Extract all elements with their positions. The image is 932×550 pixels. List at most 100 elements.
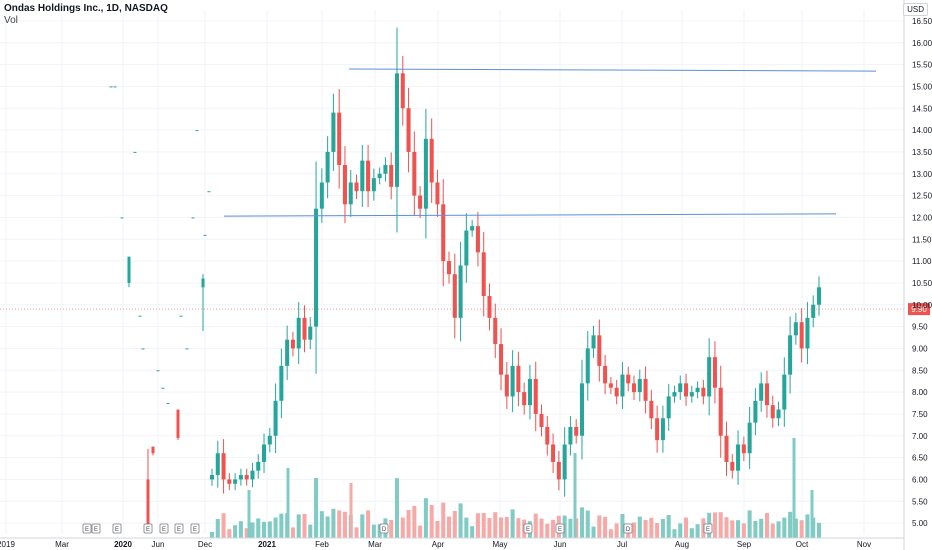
volume-bar [591,526,596,538]
price-tick-label: 11.50 [912,235,932,244]
candle [141,348,145,350]
volume-bar [747,510,752,538]
price-tick-label: 14.00 [912,126,932,135]
price-tick-label: 12.50 [912,192,932,201]
candle [109,86,113,88]
time-tick-label: Jul [617,540,627,549]
candle [637,369,642,402]
volume-bar [724,517,729,538]
candle [227,473,232,491]
volume-bar [730,520,735,538]
last-price-value: 9.90 [911,305,927,314]
price-tick-label: 14.50 [912,104,932,113]
earnings-marker[interactable]: E [159,523,169,534]
volume-bar [452,511,457,538]
price-tick-label: 16.50 [912,17,932,26]
earnings-marker[interactable]: E [82,523,92,534]
volume-bar [764,513,769,538]
candle [279,348,284,419]
symbol-title[interactable]: Ondas Holdings Inc., 1D, NASDAQ [4,3,168,14]
candle [655,405,660,453]
candle [759,372,764,412]
volume-bar [792,438,796,538]
candle [166,403,170,404]
volume-label[interactable]: Vol [4,15,18,26]
chart-legend: Ondas Holdings Inc., 1D, NASDAQ Vol [4,3,168,27]
time-tick-label: Feb [315,540,329,549]
candle [267,427,272,453]
candle [191,217,195,219]
candle [179,315,183,317]
dividend-marker[interactable]: D [623,523,633,534]
time-axis[interactable]: 2019 Mar 2020 Jun Dec 2021 Feb Mar Apr May Jun Jul A… [0,540,871,549]
volume-bar [244,528,249,538]
volume-bar [400,517,405,538]
candle [285,325,290,381]
earnings-marker[interactable]: E [523,523,533,534]
candle [458,241,463,342]
candle [487,283,492,331]
time-tick-label: Jun [152,540,165,549]
volume-bar [319,511,324,538]
currency-label[interactable]: USD [903,3,928,16]
candle [470,219,475,237]
candle [614,379,619,405]
earnings-marker[interactable]: E [174,523,184,534]
candle [377,167,382,185]
volume-bar [331,508,336,538]
price-tick-label: 6.50 [912,454,928,463]
earnings-marker[interactable]: E [91,523,101,534]
candle [423,108,428,239]
svg-text:D: D [626,527,631,533]
candle [429,118,434,203]
candle [562,427,567,497]
trendlines[interactable] [223,68,877,217]
svg-text:E: E [162,527,166,533]
earnings-marker[interactable]: E [555,523,565,534]
earnings-marker[interactable]: E [112,523,122,534]
volume-bar [238,521,243,538]
candle [782,357,787,427]
volume-bar [666,515,671,538]
time-tick-label: May [492,540,507,549]
svg-text:E: E [558,527,562,533]
volume-bar [337,510,342,538]
price-axis[interactable]: 16.50 16.00 15.50 15.00 14.50 14.00 13.50 13.00… [912,17,932,528]
earnings-marker[interactable]: E [143,523,153,534]
candle [620,362,625,410]
dividend-marker[interactable]: D [379,523,389,534]
candle [712,341,717,404]
time-tick-label: Mar [368,540,382,549]
candle [412,131,417,217]
candle [383,157,388,182]
candle [504,362,509,410]
volume-bar [712,512,717,538]
volume-bar [475,513,480,538]
volume-bar [655,523,660,538]
volume-bar [389,520,394,538]
price-tick-label: 5.50 [912,497,928,506]
volume-bar [776,521,781,538]
candle [127,256,131,288]
candle [649,389,654,430]
volume-bar [470,526,475,538]
time-tick-label: Aug [675,540,689,549]
candle [389,152,394,200]
candle [464,213,469,283]
volume-bar [435,521,440,538]
volume-bar [262,521,267,538]
candle [574,419,579,444]
svg-text:E: E [193,527,197,533]
volume-bar [510,509,515,538]
candle [608,377,613,395]
volume-bar [441,502,446,538]
earnings-marker[interactable]: E [703,523,713,534]
candle [805,302,810,365]
volume-bar [637,516,642,538]
trendline-resistance-middle[interactable] [223,213,837,217]
earnings-marker[interactable]: E [190,523,200,534]
svg-text:E: E [177,527,181,533]
trendline-resistance-upper[interactable] [348,68,877,72]
